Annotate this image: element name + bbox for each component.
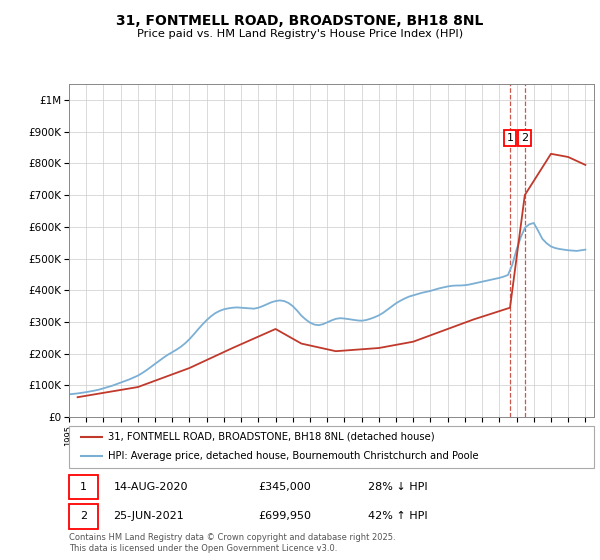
FancyBboxPatch shape	[69, 504, 98, 529]
Text: 31, FONTMELL ROAD, BROADSTONE, BH18 8NL: 31, FONTMELL ROAD, BROADSTONE, BH18 8NL	[116, 14, 484, 28]
FancyBboxPatch shape	[69, 474, 98, 499]
Text: 2: 2	[521, 133, 529, 143]
Text: 42% ↑ HPI: 42% ↑ HPI	[368, 511, 428, 521]
Text: 25-JUN-2021: 25-JUN-2021	[113, 511, 184, 521]
Text: 1: 1	[80, 482, 87, 492]
Text: 1: 1	[506, 133, 514, 143]
Text: 28% ↓ HPI: 28% ↓ HPI	[368, 482, 428, 492]
Text: HPI: Average price, detached house, Bournemouth Christchurch and Poole: HPI: Average price, detached house, Bour…	[109, 451, 479, 461]
Text: Contains HM Land Registry data © Crown copyright and database right 2025.
This d: Contains HM Land Registry data © Crown c…	[69, 533, 395, 553]
Text: 14-AUG-2020: 14-AUG-2020	[113, 482, 188, 492]
Text: Price paid vs. HM Land Registry's House Price Index (HPI): Price paid vs. HM Land Registry's House …	[137, 29, 463, 39]
Text: 2: 2	[80, 511, 87, 521]
Text: £345,000: £345,000	[258, 482, 311, 492]
Text: 31, FONTMELL ROAD, BROADSTONE, BH18 8NL (detached house): 31, FONTMELL ROAD, BROADSTONE, BH18 8NL …	[109, 432, 435, 442]
Text: £699,950: £699,950	[258, 511, 311, 521]
